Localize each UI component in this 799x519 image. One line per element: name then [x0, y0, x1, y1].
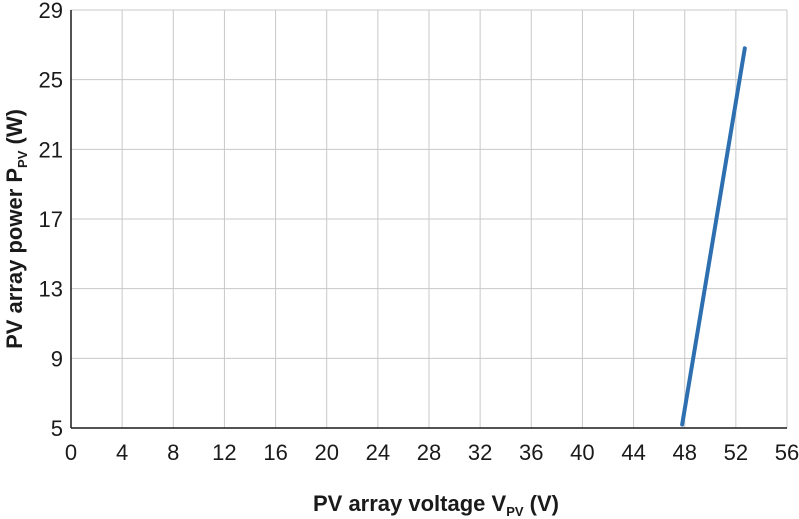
- x-tick-label: 12: [212, 440, 236, 465]
- x-tick-label: 36: [519, 440, 543, 465]
- x-tick-label: 48: [672, 440, 696, 465]
- x-tick-label: 16: [263, 440, 287, 465]
- x-tick-label: 8: [167, 440, 179, 465]
- series-line: [680, 46, 747, 427]
- grid-lines: [71, 9, 788, 428]
- x-tick-label: 4: [116, 440, 128, 465]
- x-tick-label: 56: [775, 440, 799, 465]
- y-tick-label: 13: [39, 277, 63, 302]
- y-axis-label: PV array power PPV (W): [2, 109, 30, 349]
- x-tick-label: 52: [724, 440, 748, 465]
- x-tick-label: 32: [468, 440, 492, 465]
- y-tick-label: 29: [39, 0, 63, 23]
- series-layer: [680, 46, 747, 427]
- y-tick-label: 9: [51, 346, 63, 371]
- x-tick-labels: 0 4 8 12 16 20 24 28 32 36 40 44 48 52 56: [65, 440, 799, 465]
- y-tick-label: 17: [39, 207, 63, 232]
- y-tick-labels: 5 9 13 17 21 25 29: [39, 0, 63, 441]
- x-tick-label: 0: [65, 440, 77, 465]
- x-axis-label: PV array voltage VPV (V): [313, 491, 559, 519]
- x-tick-label: 24: [366, 440, 390, 465]
- x-tick-label: 44: [621, 440, 645, 465]
- y-tick-label: 21: [39, 137, 63, 162]
- y-tick-label: 5: [51, 416, 63, 441]
- plot-frame: [70, 10, 787, 429]
- x-tick-label: 28: [417, 440, 441, 465]
- x-tick-label: 40: [570, 440, 594, 465]
- y-tick-label: 25: [39, 68, 63, 93]
- x-tick-label: 20: [314, 440, 338, 465]
